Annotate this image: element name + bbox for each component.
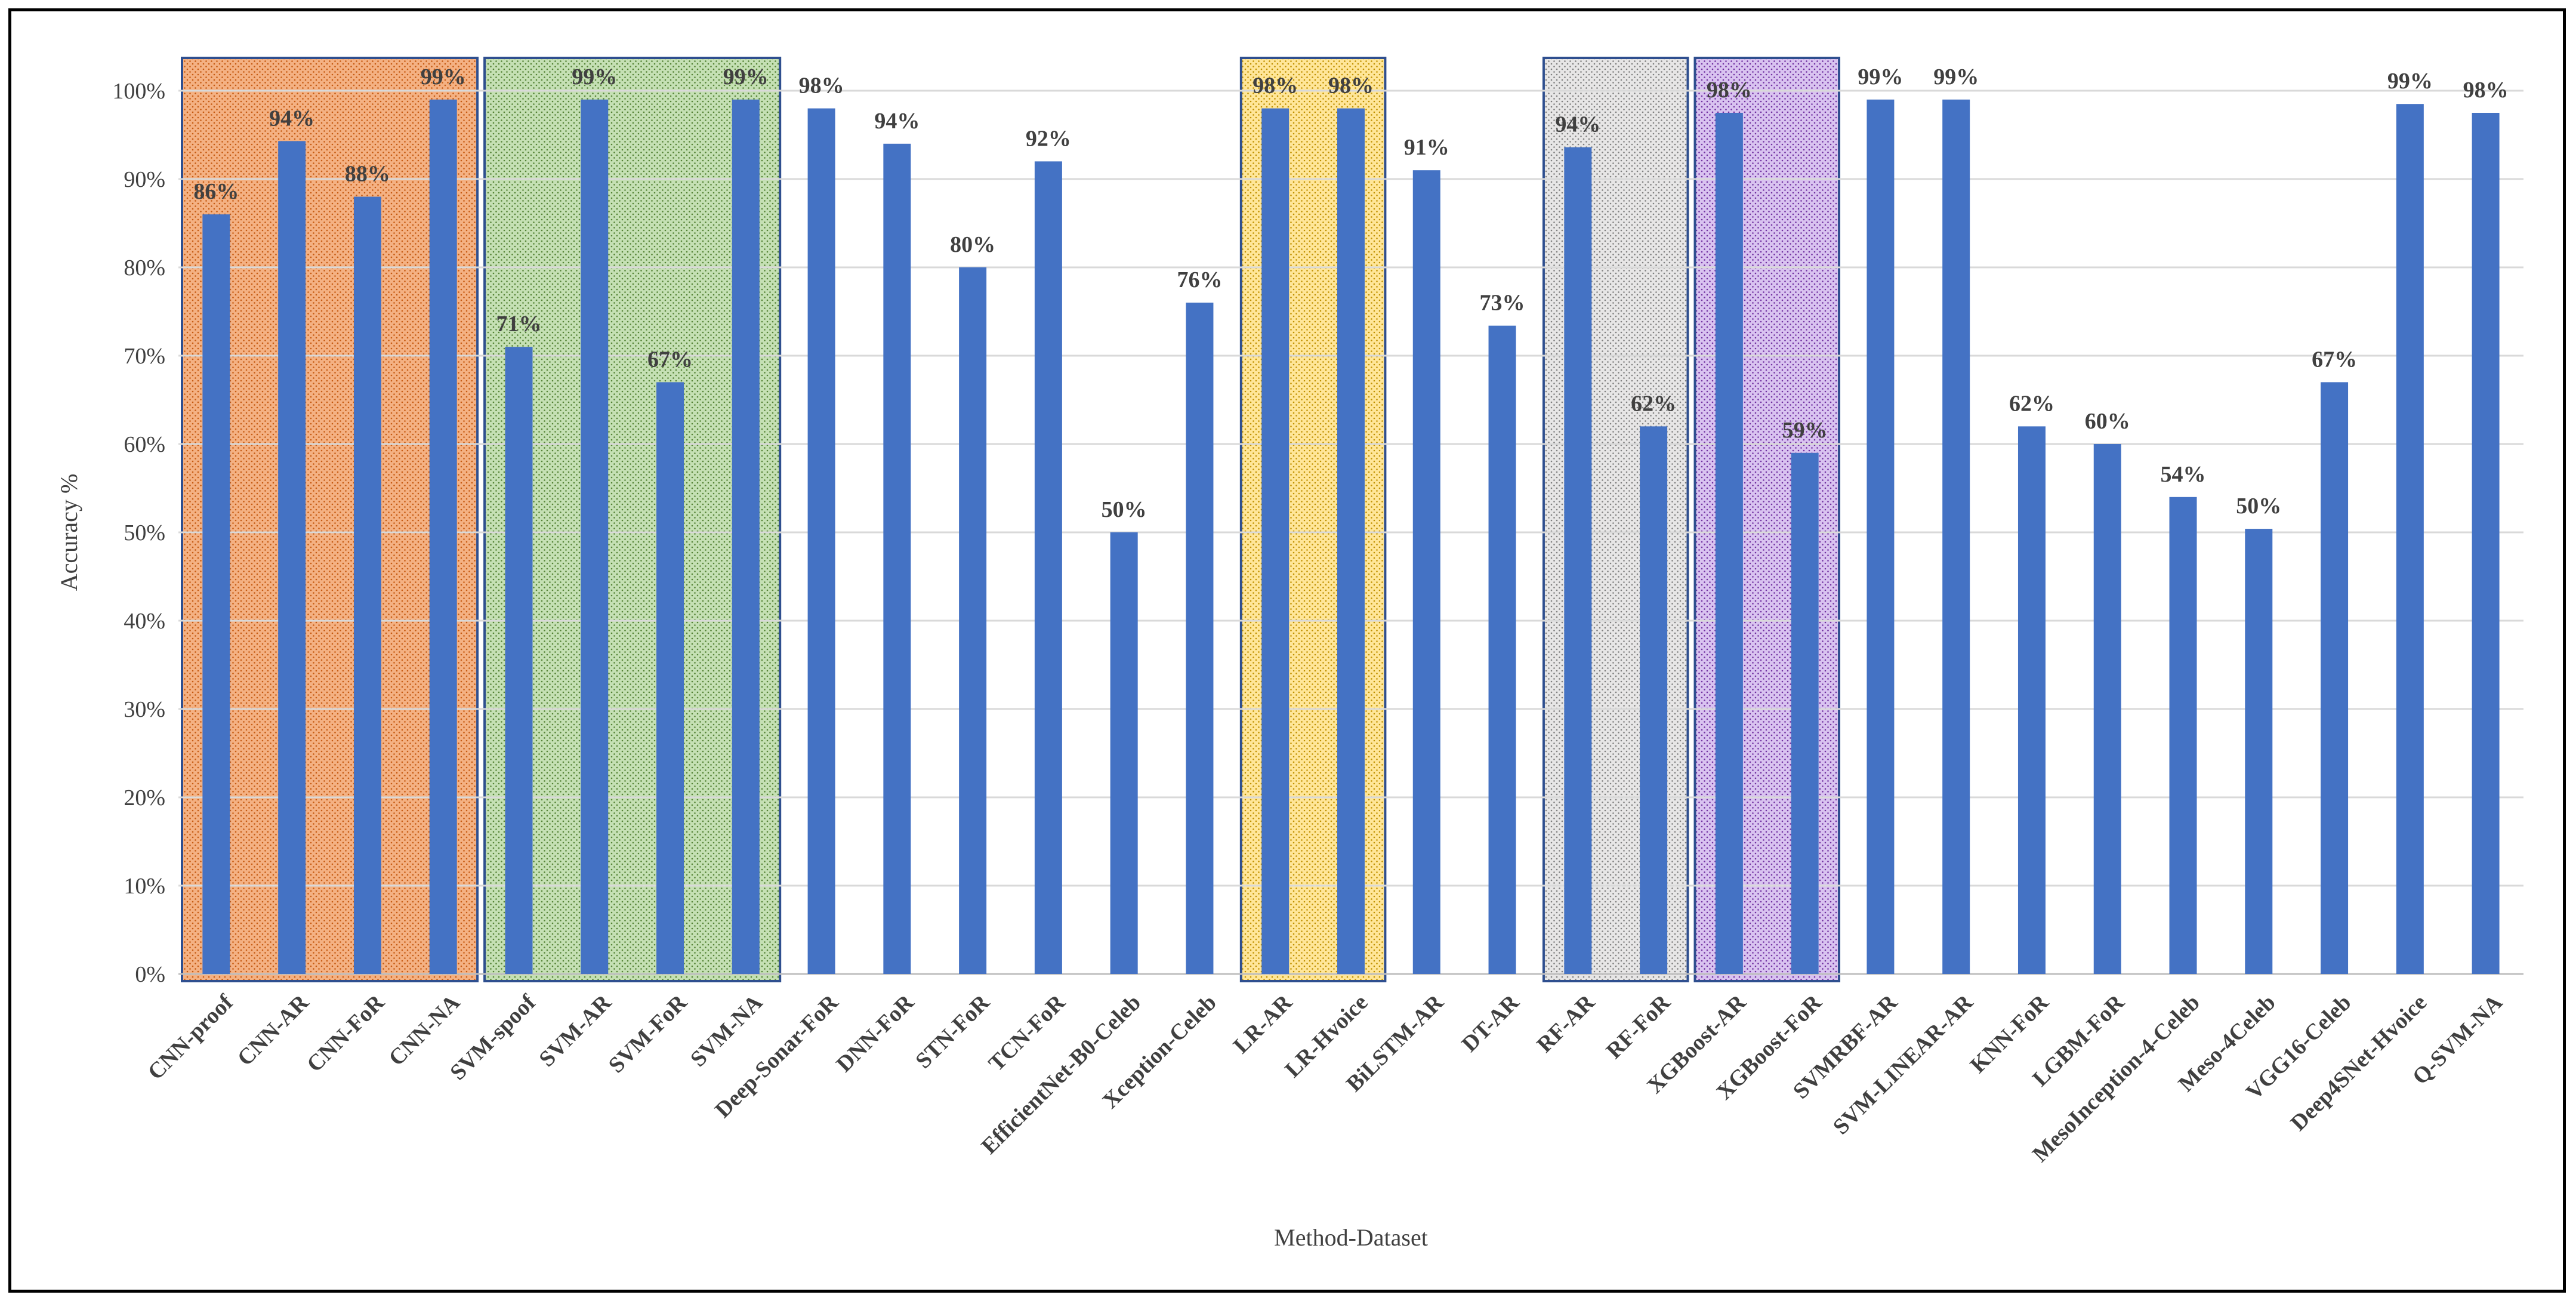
y-tick-label: 70%: [124, 344, 165, 369]
bar: [1488, 325, 1516, 975]
bar: [1261, 108, 1289, 975]
y-tick-label: 10%: [124, 874, 165, 899]
data-label: 62%: [1631, 391, 1676, 416]
data-label: 73%: [1480, 291, 1525, 316]
bar: [1337, 108, 1365, 975]
x-tick-label: RF-FoR: [1602, 989, 1676, 1063]
data-label: 91%: [1404, 135, 1449, 160]
bar: [2017, 426, 2046, 974]
bar: [883, 143, 911, 974]
bar: [2396, 104, 2424, 975]
bar: [1564, 147, 1592, 975]
data-label: 98%: [2463, 78, 2509, 103]
bar: [656, 382, 684, 974]
data-label: 76%: [1177, 267, 1222, 292]
data-label: 60%: [2085, 409, 2130, 434]
data-label: 80%: [950, 232, 995, 257]
bar: [1186, 303, 1214, 975]
x-tick-label: CNN-FoR: [302, 989, 390, 1077]
highlight-box-cnn: [181, 57, 479, 982]
data-label: 98%: [1707, 78, 1752, 103]
data-label: 99%: [2387, 69, 2433, 94]
y-tick-label: 90%: [124, 167, 165, 192]
data-label: 88%: [345, 162, 390, 187]
bar: [807, 108, 835, 975]
bar: [581, 99, 609, 974]
chart-frame: 86% 94% 88% 99% 71% 99% 67% 99% 98% 94% 80% 92% 50% 7…: [8, 8, 2566, 1293]
bar: [732, 99, 760, 974]
bar: [1942, 99, 1970, 974]
y-tick-label: 60%: [124, 432, 165, 457]
data-label: 62%: [2009, 391, 2054, 416]
y-axis-title: Accuracy %: [55, 474, 82, 591]
data-label: 54%: [2161, 462, 2206, 487]
data-label: 99%: [1858, 64, 1903, 90]
bar: [2245, 529, 2273, 974]
bar: [1791, 452, 1819, 974]
bar: [959, 267, 987, 974]
x-tick-label: SVM-FoR: [604, 989, 692, 1078]
bar: [2093, 444, 2121, 974]
data-label: 94%: [874, 109, 920, 134]
bar: [1110, 532, 1138, 974]
bar: [278, 141, 306, 975]
data-label: 99%: [723, 64, 769, 90]
data-label: 99%: [1933, 64, 1979, 90]
y-tick-label: 80%: [124, 255, 165, 280]
x-tick-label: SVM-LINEAR-AR: [1828, 989, 1978, 1139]
bar: [2321, 382, 2349, 974]
bar: [1412, 170, 1440, 975]
bar: [2169, 497, 2197, 974]
x-tick-label: LR-AR: [1229, 989, 1297, 1058]
x-tick-label: Deep4SNet-Hvoice: [2286, 990, 2432, 1136]
data-label: 71%: [496, 312, 541, 337]
data-label: 98%: [799, 73, 844, 98]
x-tick-label: RF-AR: [1532, 989, 1600, 1058]
data-label: 67%: [647, 347, 693, 372]
x-tick-label: CNN-NA: [384, 989, 465, 1071]
data-label: 98%: [1252, 73, 1298, 98]
x-tick-label: DNN-FoR: [832, 989, 920, 1077]
bar: [1715, 113, 1743, 974]
bar: [202, 214, 230, 975]
data-labels: 86% 94% 88% 99% 71% 99% 67% 99% 98% 94% 80% 92% 50% 7…: [193, 64, 2508, 522]
data-label: 94%: [1555, 112, 1600, 137]
data-label: 99%: [572, 64, 617, 90]
x-tick-label: CNN-proof: [143, 989, 239, 1085]
data-label: 50%: [1102, 497, 1147, 522]
y-tick-label: 0%: [135, 962, 165, 987]
y-tick-label: 50%: [124, 520, 165, 545]
bar: [1867, 99, 1895, 974]
highlight-box-svm: [483, 57, 782, 982]
bar: [429, 99, 457, 974]
bar: [1640, 426, 1668, 974]
x-axis-title: Method-Dataset: [1274, 1224, 1428, 1251]
x-tick-labels: CNN-proofCNN-ARCNN-FoRCNN-NASVM-spoofSVM…: [143, 989, 2508, 1167]
y-tick-label: 20%: [124, 785, 165, 810]
bar: [505, 347, 533, 975]
y-tick-label: 100%: [112, 79, 165, 104]
data-label: 86%: [193, 179, 239, 204]
y-tick-labels: 0% 10% 20% 30% 40% 50% 60% 70% 80% 90% 100%: [112, 79, 165, 987]
data-label: 50%: [2236, 494, 2281, 519]
y-tick-label: 30%: [124, 697, 165, 722]
data-label: 92%: [1026, 126, 1071, 151]
bar-chart: 86% 94% 88% 99% 71% 99% 67% 99% 98% 94% 80% 92% 50% 7…: [55, 57, 2523, 1251]
bar: [1034, 161, 1062, 974]
data-label: 94%: [269, 106, 314, 131]
data-label: 99%: [421, 64, 466, 90]
x-tick-label: CNN-AR: [233, 989, 314, 1071]
x-tick-label: DT-AR: [1457, 989, 1525, 1057]
data-label: 67%: [2312, 347, 2357, 372]
data-label: 59%: [1782, 418, 1828, 443]
y-tick-label: 40%: [124, 609, 165, 634]
bar: [353, 196, 381, 975]
bars: [202, 99, 2500, 975]
x-tick-label: STN-FoR: [911, 989, 995, 1074]
bar: [2472, 113, 2500, 974]
data-label: 98%: [1328, 73, 1374, 98]
